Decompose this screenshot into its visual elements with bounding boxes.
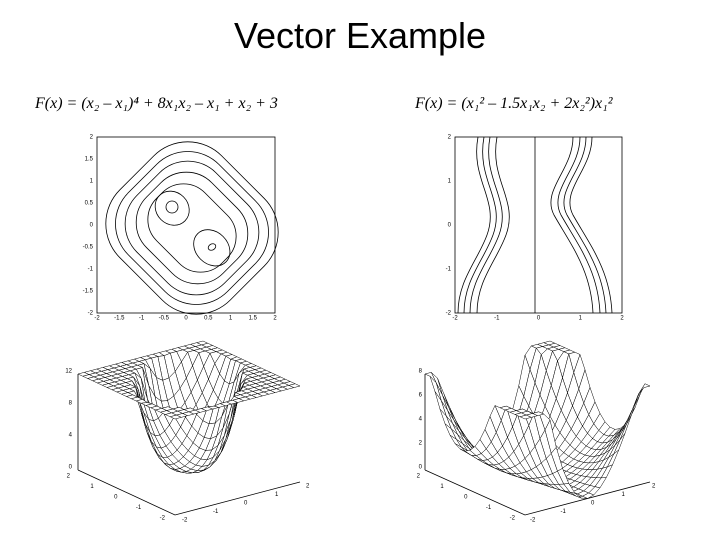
contour-lines (105, 141, 279, 315)
tick-label: 0 (419, 465, 423, 471)
surface-plot (77, 340, 301, 516)
tick-label: -0.5 (83, 245, 94, 251)
plot-frame (96, 136, 276, 314)
tick-label: 2 (90, 135, 94, 141)
tick-label: -0.5 (159, 316, 170, 322)
tick-label: -1 (561, 509, 567, 515)
tick-label: 1 (275, 492, 279, 498)
tick-label: -2 (182, 518, 188, 524)
slide-title: Vector Example (234, 15, 486, 56)
tick-label: 0.5 (85, 201, 94, 207)
tick-label: 6 (419, 393, 423, 399)
tick-label: 0 (184, 316, 188, 322)
tick-label: -2 (94, 316, 100, 322)
tick-label: -1 (88, 267, 94, 273)
contour-plot (454, 136, 623, 314)
tick-label: 0 (114, 495, 118, 501)
tick-label: 2 (652, 484, 656, 490)
tick-label: 0.5 (204, 316, 213, 322)
tick-label: 1.5 (85, 157, 94, 163)
tick-label: 0 (244, 501, 248, 507)
axis-box (424, 374, 651, 516)
tick-label: 1 (448, 179, 452, 185)
tick-label: 2 (620, 316, 624, 322)
tick-label: -1 (136, 505, 142, 511)
mesh-cell (169, 414, 182, 420)
tick-label: -1 (213, 509, 219, 515)
tick-label: 0 (448, 223, 452, 229)
surface-plot (424, 340, 651, 516)
tick-label: 0 (464, 495, 468, 501)
tick-label: 2 (67, 474, 71, 480)
tick-label: -2 (510, 516, 516, 522)
tick-label: -1 (486, 505, 492, 511)
contour-lines (457, 136, 613, 314)
tick-label: 1 (579, 316, 583, 322)
formula: F(x) = (x₁² – 1.5x₁x₂ + 2x₂²)x₁² (414, 95, 614, 112)
tick-label: 2 (273, 316, 277, 322)
tick-label: 0 (90, 223, 94, 229)
contour-plot (96, 136, 279, 315)
tick-label: 1 (90, 484, 94, 490)
tick-label: 1 (90, 179, 94, 185)
mesh-cell (519, 414, 532, 420)
tick-label: -2 (530, 518, 536, 524)
tick-label: 2 (417, 474, 421, 480)
tick-label: 0 (69, 465, 73, 471)
tick-label: 1 (440, 484, 444, 490)
tick-label: -1 (446, 267, 452, 273)
tick-label: -2 (88, 311, 94, 317)
mesh-cell (621, 409, 633, 433)
tick-label: -1 (494, 316, 500, 322)
tick-label: 1.5 (249, 316, 258, 322)
tick-label: 4 (419, 417, 423, 423)
tick-label: 1 (229, 316, 233, 322)
tick-label: 2 (306, 484, 310, 490)
contour-min (165, 200, 179, 214)
plot-frame (454, 136, 623, 314)
tick-label: 12 (65, 369, 72, 375)
contour-min (207, 243, 217, 251)
tick-label: 2 (448, 135, 452, 141)
tick-label: -1 (139, 316, 145, 322)
tick-label: -1.5 (83, 289, 94, 295)
tick-label: -2 (446, 311, 452, 317)
tick-label: -2 (452, 316, 458, 322)
tick-label: 8 (419, 369, 423, 375)
tick-label: 4 (69, 433, 73, 439)
tick-label: 1 (622, 492, 626, 498)
tick-label: -1.5 (114, 316, 125, 322)
formula: F(x) = (x₂ – x₁)⁴ + 8x₁x₂ – x₁ + x₂ + 3 (34, 95, 278, 112)
tick-label: 0 (537, 316, 541, 322)
tick-label: 0 (591, 501, 595, 507)
tick-label: 2 (419, 441, 423, 447)
tick-label: 8 (69, 401, 73, 407)
axis-box (77, 374, 301, 516)
tick-label: -2 (160, 516, 166, 522)
mesh-cell (626, 396, 638, 425)
